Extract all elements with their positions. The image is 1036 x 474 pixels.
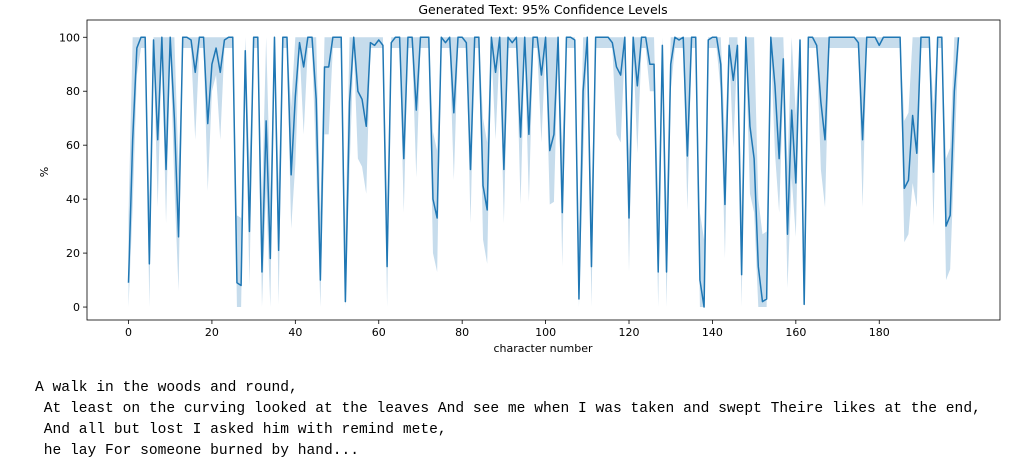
x-axis-label: character number xyxy=(493,342,593,355)
x-tick-label: 180 xyxy=(869,326,890,339)
x-tick-label: 100 xyxy=(535,326,556,339)
x-tick-label: 160 xyxy=(785,326,806,339)
y-tick-label: 20 xyxy=(66,247,80,260)
line xyxy=(127,36,960,308)
chart: Generated Text: 95% Confidence Levels ch… xyxy=(38,2,1001,355)
plot-frame xyxy=(86,19,1001,321)
x-tick-label: 20 xyxy=(205,326,219,339)
x-tick-label: 40 xyxy=(288,326,302,339)
y-tick-label: 0 xyxy=(73,301,80,314)
y-tick-label: 100 xyxy=(59,31,80,44)
y-tick-label: 80 xyxy=(66,85,80,98)
generated-text: A walk in the woods and round, At least … xyxy=(0,378,981,462)
text-line: A walk in the woods and round, xyxy=(35,380,298,396)
x-tick-label: 0 xyxy=(125,326,132,339)
x-tick-label: 120 xyxy=(619,326,640,339)
x-tick-label: 80 xyxy=(455,326,469,339)
confidence-band xyxy=(128,37,959,308)
text-line: And all but lost I asked him with remind… xyxy=(35,422,447,438)
x-tick-label: 60 xyxy=(372,326,386,339)
y-axis-label: % xyxy=(38,167,51,177)
text-line: he lay For someone burned by hand... xyxy=(35,443,360,459)
y-tick-label: 60 xyxy=(66,139,80,152)
y-tick-label: 40 xyxy=(66,193,80,206)
x-tick-label: 140 xyxy=(702,326,723,339)
chart-title: Generated Text: 95% Confidence Levels xyxy=(418,2,667,17)
text-line: At least on the curving looked at the le… xyxy=(35,401,981,417)
